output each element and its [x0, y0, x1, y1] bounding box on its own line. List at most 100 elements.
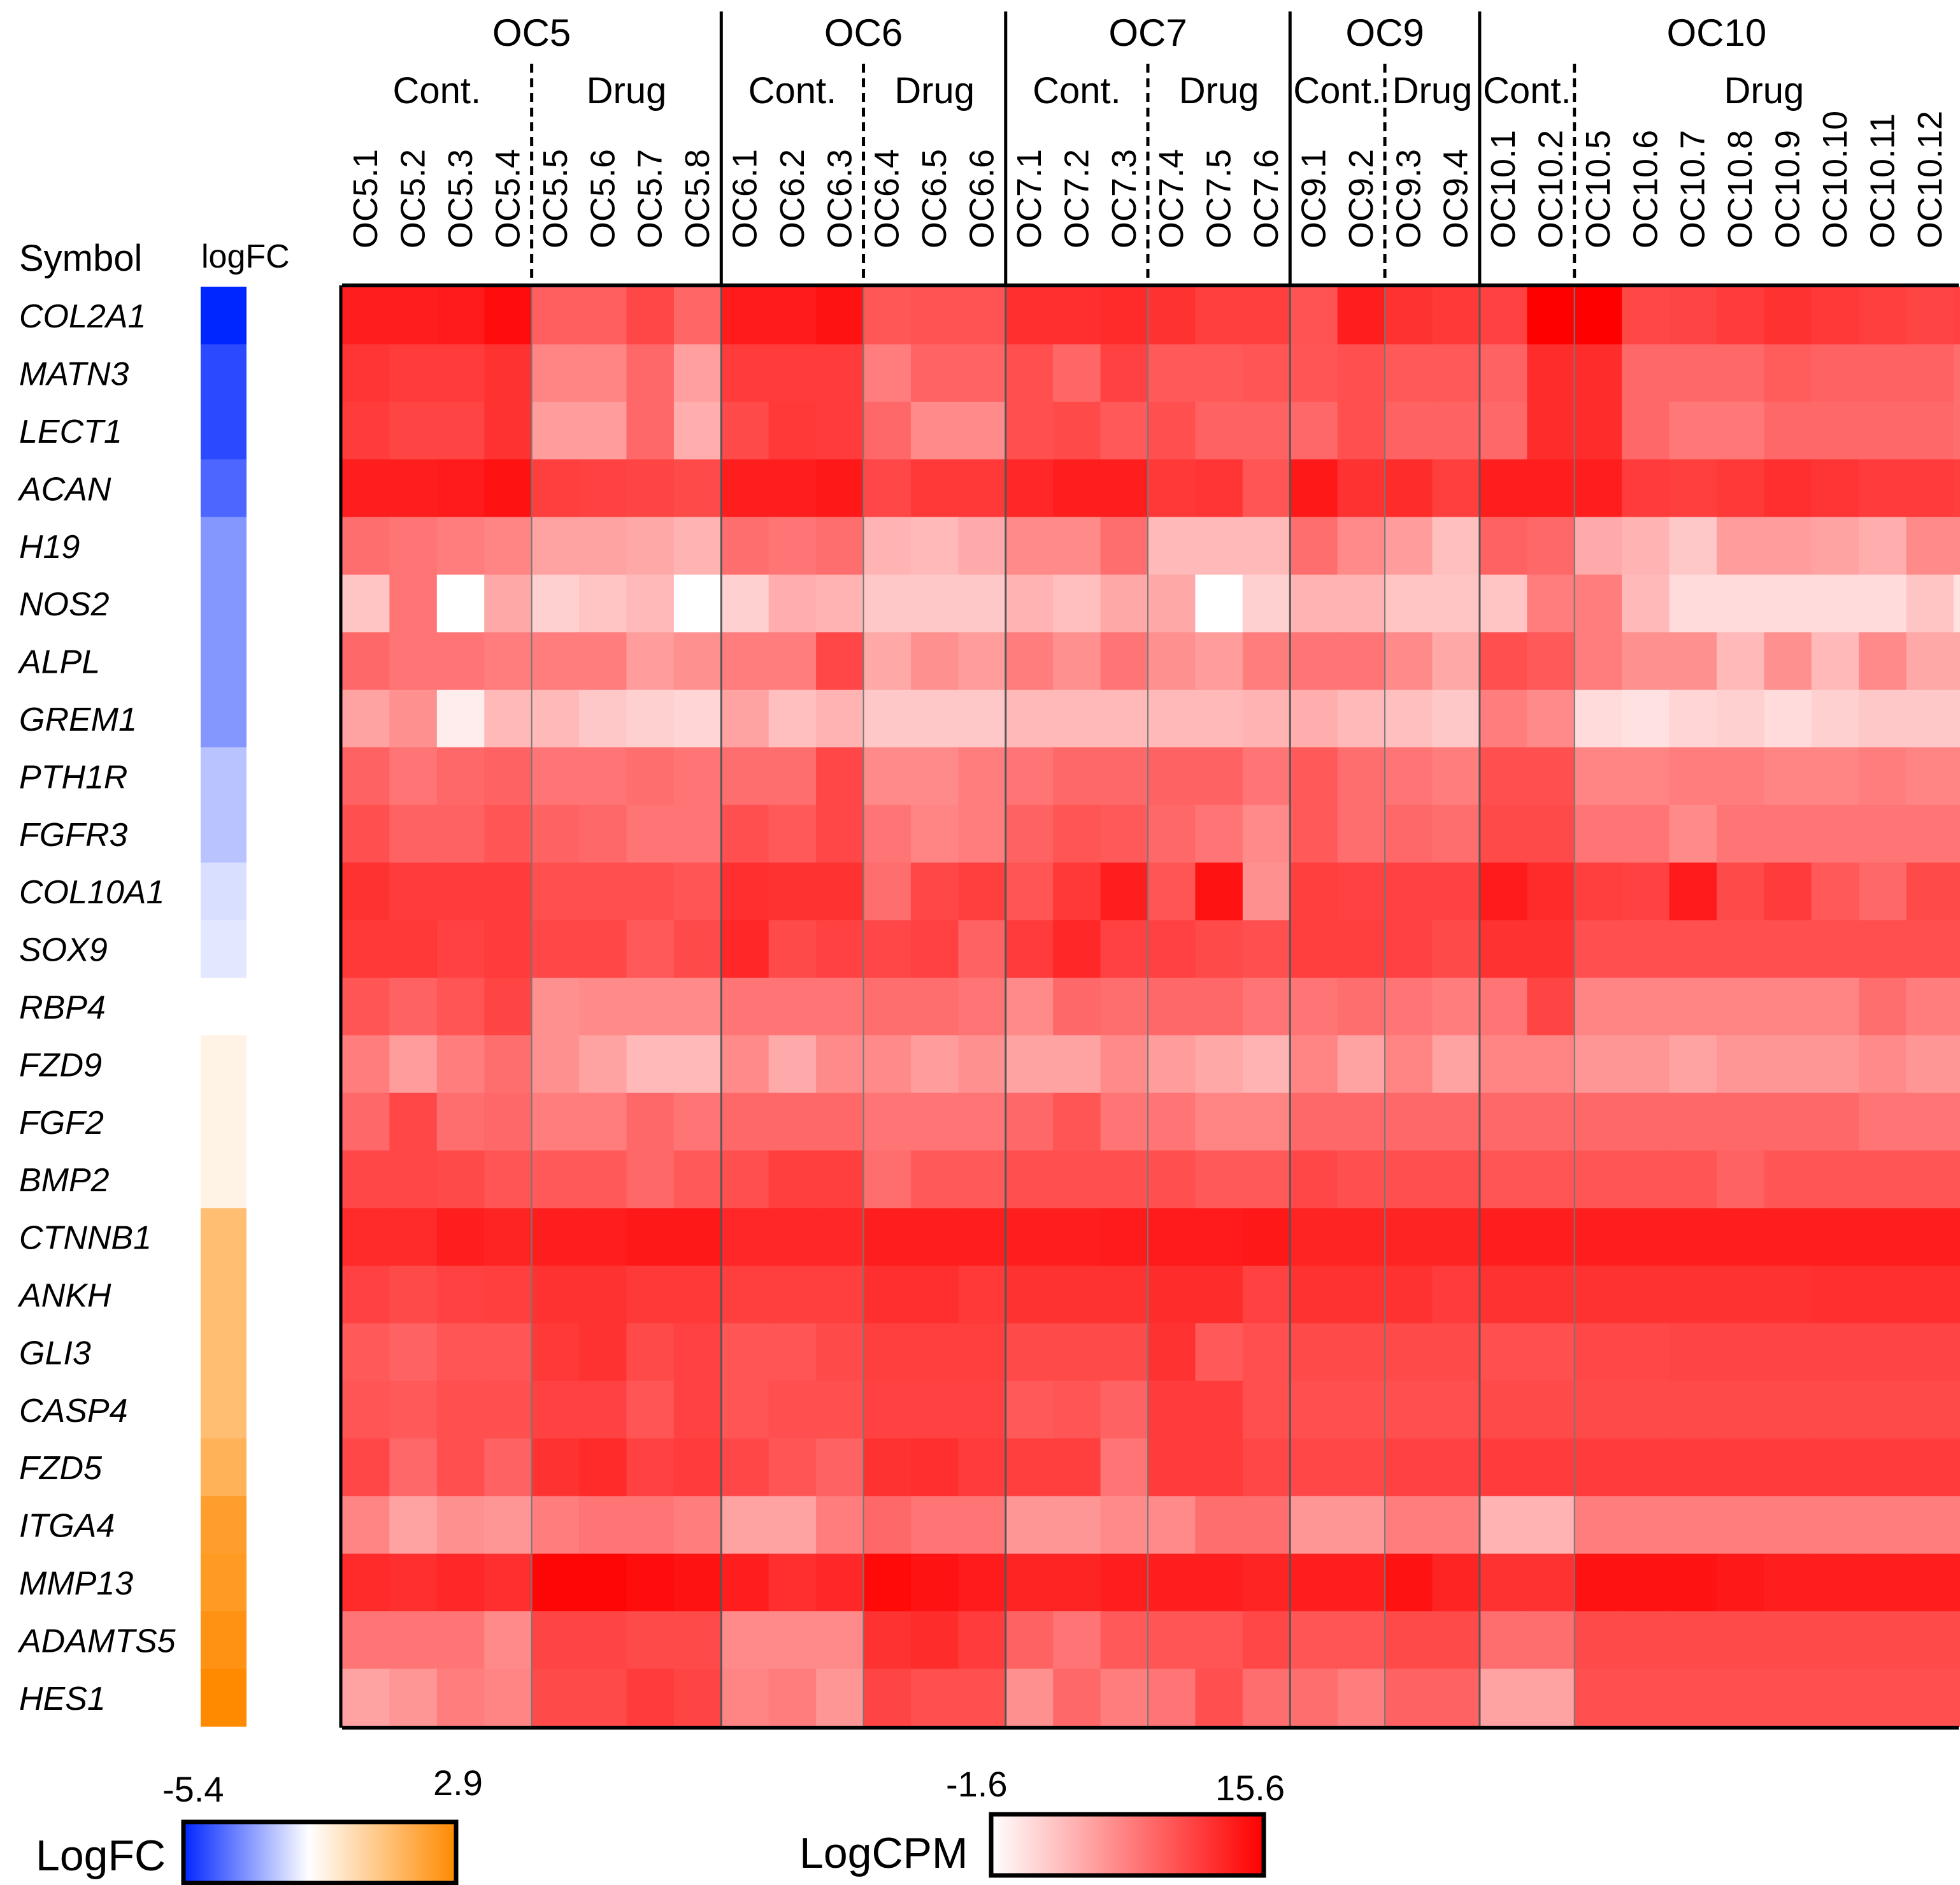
logfc-cell: [201, 920, 247, 978]
heatmap-cell: [1005, 1150, 1054, 1208]
heatmap-cell: [1242, 1438, 1291, 1496]
sample-label: OC7.6: [1247, 149, 1285, 248]
heatmap-cell: [579, 689, 627, 748]
heatmap-cell: [342, 1093, 390, 1151]
heatmap-cell: [1195, 344, 1243, 403]
heatmap-cell: [721, 1668, 769, 1727]
heatmap-cell: [768, 1611, 817, 1670]
heatmap-cell: [1005, 1265, 1054, 1324]
heatmap-cell: [389, 1323, 438, 1382]
heatmap-cell: [484, 1668, 533, 1727]
heatmap-cell: [436, 287, 485, 345]
heatmap-cell: [863, 1438, 912, 1496]
heatmap-cell: [1811, 1611, 1859, 1670]
heatmap-cell: [958, 689, 1006, 748]
heatmap-cell: [1242, 1668, 1291, 1727]
heatmap-cell: [1053, 863, 1101, 921]
heatmap-cell: [1148, 1035, 1196, 1094]
heatmap-cell: [1337, 1208, 1385, 1266]
heatmap-cell: [626, 517, 675, 575]
heatmap-cell: [1385, 1323, 1433, 1382]
heatmap-cell: [1669, 1611, 1717, 1670]
heatmap-cell: [389, 1265, 438, 1324]
heatmap-cell: [721, 1553, 769, 1612]
heatmap-cell: [1716, 689, 1764, 748]
heatmap-cell: [579, 805, 627, 863]
gene-label: RBP4: [19, 989, 106, 1026]
heatmap-cell: [1195, 805, 1243, 863]
sample-label: OC6.1: [726, 149, 764, 248]
heatmap-cell: [1574, 1438, 1622, 1496]
heatmap-cell: [531, 920, 580, 978]
heatmap-cell: [1574, 632, 1622, 691]
heatmap-cell: [1053, 920, 1101, 978]
heatmap-cell: [1005, 805, 1054, 863]
heatmap-cell: [1100, 1093, 1148, 1151]
heatmap-cell: [1622, 575, 1670, 633]
heatmap-cell: [436, 1438, 485, 1496]
heatmap-cell: [1100, 1265, 1148, 1324]
heatmap-cell: [1954, 1496, 1960, 1554]
heatmap-cell: [1100, 1150, 1148, 1208]
heatmap-cell: [342, 1150, 390, 1208]
heatmap-cell: [910, 1323, 959, 1382]
heatmap-cell: [721, 287, 769, 345]
heatmap-cell: [958, 1611, 1006, 1670]
heatmap-cell: [1479, 1208, 1527, 1266]
heatmap-cell: [1716, 632, 1764, 691]
heatmap-cell: [1385, 1380, 1433, 1439]
group-label: OC7: [1108, 11, 1187, 54]
heatmap-cell: [1527, 1611, 1575, 1670]
heatmap-cell: [1290, 977, 1338, 1036]
heatmap-cell: [342, 920, 390, 978]
heatmap-cell: [1005, 1035, 1054, 1094]
heatmap-cell: [1148, 977, 1196, 1036]
heatmap-cell: [1811, 1496, 1859, 1554]
sample-label: OC10.6: [1626, 130, 1664, 248]
heatmap-cell: [958, 1150, 1006, 1208]
heatmap-cell: [389, 1208, 438, 1266]
heatmap-cell: [436, 1553, 485, 1612]
heatmap-cell: [1527, 632, 1575, 691]
heatmap-cell: [1242, 1208, 1291, 1266]
heatmap-cell: [531, 632, 580, 691]
heatmap-cell: [1716, 1380, 1764, 1439]
heatmap-cell: [484, 344, 533, 403]
heatmap-cell: [958, 1265, 1006, 1324]
heatmap-cell: [531, 1093, 580, 1151]
heatmap-cell: [1764, 1323, 1812, 1382]
heatmap-cell: [1005, 1496, 1054, 1554]
sample-label: OC10.9: [1769, 130, 1807, 248]
heatmap-cell: [910, 401, 959, 460]
heatmap-cell: [1432, 575, 1480, 633]
heatmap-cell: [1479, 1496, 1527, 1554]
heatmap-cell: [910, 632, 959, 691]
heatmap-cell: [1148, 344, 1196, 403]
heatmap-cell: [579, 1265, 627, 1324]
gene-label: FGFR3: [19, 817, 128, 854]
heatmap-cell: [1290, 863, 1338, 921]
heatmap-cell: [1100, 977, 1148, 1036]
heatmap-cell: [579, 920, 627, 978]
heatmap-cell: [1479, 517, 1527, 575]
heatmap-cell: [1527, 1553, 1575, 1612]
sample-label: OC10.7: [1674, 130, 1712, 248]
symbol-header: Symbol: [19, 238, 142, 279]
heatmap-cell: [863, 1265, 912, 1324]
heatmap-cell: [1859, 805, 1907, 863]
heatmap-cell: [626, 344, 675, 403]
heatmap-cell: [1385, 977, 1433, 1036]
heatmap-cell: [1716, 1496, 1764, 1554]
heatmap-cell: [1906, 747, 1954, 806]
heatmap-cell: [1479, 1035, 1527, 1094]
heatmap-cell: [1337, 1668, 1385, 1727]
heatmap-cell: [1053, 689, 1101, 748]
heatmap-cell: [1906, 1438, 1954, 1496]
heatmap-cell: [436, 1035, 485, 1094]
heatmap-cell: [673, 920, 722, 978]
heatmap-cell: [958, 1668, 1006, 1727]
heatmap-cell: [910, 1668, 959, 1727]
heatmap-cell: [1574, 1323, 1622, 1382]
heatmap-cell: [816, 805, 864, 863]
